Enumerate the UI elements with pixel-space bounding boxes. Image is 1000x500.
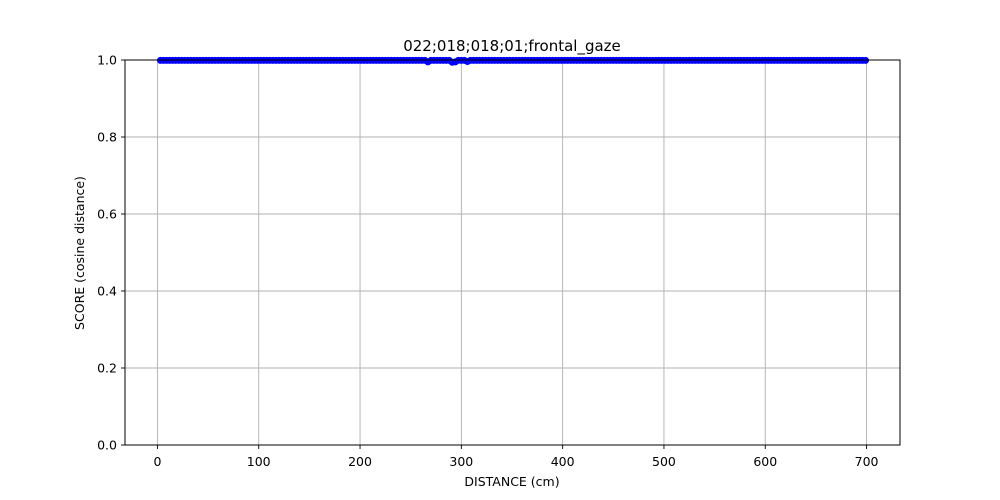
x-tick-label: 300 (449, 454, 473, 469)
plot-area-background (125, 60, 900, 445)
x-tick-label: 100 (247, 454, 271, 469)
y-tick-label: 0.4 (97, 284, 117, 299)
x-tick-label: 0 (153, 454, 161, 469)
x-tick-label: 700 (855, 454, 879, 469)
y-axis-label: SCORE (cosine distance) (72, 176, 87, 330)
x-tick-label: 400 (551, 454, 575, 469)
x-tick-label: 600 (753, 454, 777, 469)
y-tick-label: 0.0 (97, 438, 117, 453)
x-tick-label: 200 (348, 454, 372, 469)
x-tick-label: 500 (652, 454, 676, 469)
y-axis-ticks: 0.0 0.2 0.4 0.6 0.8 1.0 (97, 53, 125, 453)
plot-frame (124, 59, 901, 446)
y-tick-label: 0.2 (97, 361, 117, 376)
y-tick-label: 0.8 (97, 130, 117, 145)
x-axis-label: DISTANCE (cm) (464, 474, 559, 489)
x-axis-ticks: 0 100 200 300 400 500 600 700 (153, 445, 879, 469)
y-tick-label: 1.0 (97, 53, 117, 68)
chart-title: 022;018;018;01;frontal_gaze (403, 37, 621, 56)
y-tick-label: 0.6 (97, 207, 117, 222)
